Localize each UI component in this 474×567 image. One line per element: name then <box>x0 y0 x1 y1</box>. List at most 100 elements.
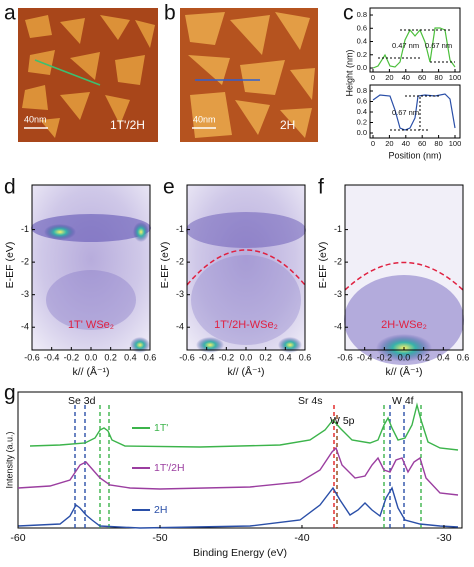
panel-label: c <box>343 2 354 25</box>
x-tick-label: 0.6 <box>144 352 157 362</box>
spectrum <box>17 486 459 529</box>
x-tick-label: 20 <box>385 139 393 148</box>
x-tick-label: -0.4 <box>199 352 215 362</box>
y-tick-label: 0.4 <box>357 107 367 116</box>
plot-frame <box>369 7 461 73</box>
legend-label: 1T'/2H <box>154 462 185 474</box>
x-tick-label: 0 <box>371 73 375 82</box>
x-axis-label: k// (Å⁻¹) <box>72 365 109 378</box>
x-tick-label: 40 <box>402 139 410 148</box>
x-tick-label: -0.6 <box>179 352 195 362</box>
x-axis-label: Position (nm) <box>388 150 441 160</box>
x-tick-label: -0.2 <box>377 352 393 362</box>
annotation: 0.67 nm <box>425 41 452 50</box>
caption: 2H-WSe₂ <box>381 319 427 331</box>
legend-label: 1T' <box>154 422 168 434</box>
panel-label: a <box>4 2 16 25</box>
x-tick-label: 0.2 <box>259 352 272 362</box>
y-tick-label: 0.6 <box>357 23 367 32</box>
panel-label: f <box>318 176 324 199</box>
x-tick-label: 0.0 <box>398 352 411 362</box>
plot-frame <box>17 391 463 529</box>
x-axis-label: Binding Energy (eV) <box>193 547 287 559</box>
x-tick-label: 0.4 <box>437 352 450 362</box>
x-axis-label: k// (Å⁻¹) <box>227 365 264 378</box>
y-tick-label: -3 <box>334 289 342 299</box>
y-tick-label: 0.6 <box>357 96 367 105</box>
stm-image-b <box>180 8 318 142</box>
y-axis-label: E-EF (eV) <box>317 242 329 289</box>
spectrum <box>29 402 459 451</box>
panel-label: e <box>163 176 175 199</box>
x-tick-label: 0.4 <box>124 352 137 362</box>
y-tick-label: 0.8 <box>357 86 367 95</box>
y-tick-label: 0.4 <box>357 37 367 46</box>
scale-bar-label: 40nm <box>24 114 47 124</box>
x-axis-label: k// (Å⁻¹) <box>385 365 422 378</box>
phase-label: 1T'/2H <box>110 118 145 132</box>
annotation: 0.67 nm <box>392 108 419 117</box>
y-tick-label: -1 <box>334 224 342 234</box>
x-tick-label: 0.6 <box>457 352 470 362</box>
x-tick-label: 0.4 <box>279 352 292 362</box>
x-tick-label: -0.2 <box>64 352 80 362</box>
arpes-map-d <box>31 185 151 353</box>
x-tick-label: -50 <box>152 532 167 544</box>
y-tick-label: -1 <box>21 224 29 234</box>
x-tick-label: -40 <box>294 532 309 544</box>
x-tick-label: 0.6 <box>299 352 312 362</box>
peak-label: W 4f <box>392 395 414 407</box>
x-tick-label: 0.0 <box>240 352 253 362</box>
x-tick-label: 60 <box>418 73 426 82</box>
x-tick-label: -0.4 <box>357 352 373 362</box>
peak-markers <box>74 405 422 528</box>
height-profile <box>372 93 456 131</box>
peak-label: Se 3d <box>68 395 96 407</box>
y-axis-label: E-EF (eV) <box>159 242 171 289</box>
x-tick-label: -0.4 <box>44 352 60 362</box>
y-tick-label: -4 <box>334 322 342 332</box>
arpes-map-f <box>344 185 464 365</box>
y-tick-label: 0.0 <box>357 63 367 72</box>
x-tick-label: 0.2 <box>104 352 117 362</box>
x-tick-label: 0.2 <box>417 352 430 362</box>
stm-image-a <box>18 8 158 142</box>
phase-label: 2H <box>280 118 295 132</box>
annotation: 0.47 nm <box>392 41 419 50</box>
scale-bar-label: 40nm <box>193 114 216 124</box>
y-tick-label: 0.8 <box>357 10 367 19</box>
panel-label: b <box>164 2 176 25</box>
y-tick-label: 0.0 <box>357 128 367 137</box>
x-tick-label: 80 <box>434 73 442 82</box>
x-tick-label: 100 <box>449 73 462 82</box>
peak-label: W 5p <box>330 415 355 427</box>
annotation-lines <box>378 29 455 131</box>
panel-label: d <box>4 176 16 199</box>
peak-label: Sr 4s <box>298 395 323 407</box>
y-tick-label: -2 <box>334 257 342 267</box>
x-tick-label: -60 <box>10 532 25 544</box>
y-tick-label: 0.2 <box>357 117 367 126</box>
x-tick-label: 40 <box>402 73 410 82</box>
x-tick-label: 0.0 <box>85 352 98 362</box>
x-tick-label: 20 <box>385 73 393 82</box>
caption: 1T' WSe₂ <box>68 319 114 331</box>
y-tick-label: -4 <box>176 322 184 332</box>
x-tick-label: 100 <box>449 139 462 148</box>
x-tick-label: 0 <box>371 139 375 148</box>
legend-label: 2H <box>154 504 167 516</box>
spectrum <box>17 446 459 496</box>
x-tick-label: -0.6 <box>337 352 353 362</box>
y-tick-label: -2 <box>21 257 29 267</box>
y-axis-label: Height (nm) <box>344 49 354 96</box>
y-tick-label: -2 <box>176 257 184 267</box>
y-tick-label: 0.2 <box>357 50 367 59</box>
y-tick-label: -4 <box>21 322 29 332</box>
x-tick-label: 80 <box>434 139 442 148</box>
caption: 1T'/2H-WSe₂ <box>214 319 278 331</box>
y-tick-label: -3 <box>21 289 29 299</box>
x-tick-label: -0.6 <box>24 352 40 362</box>
x-tick-label: 60 <box>418 139 426 148</box>
y-axis-label: Intensity (a.u.) <box>4 431 14 488</box>
